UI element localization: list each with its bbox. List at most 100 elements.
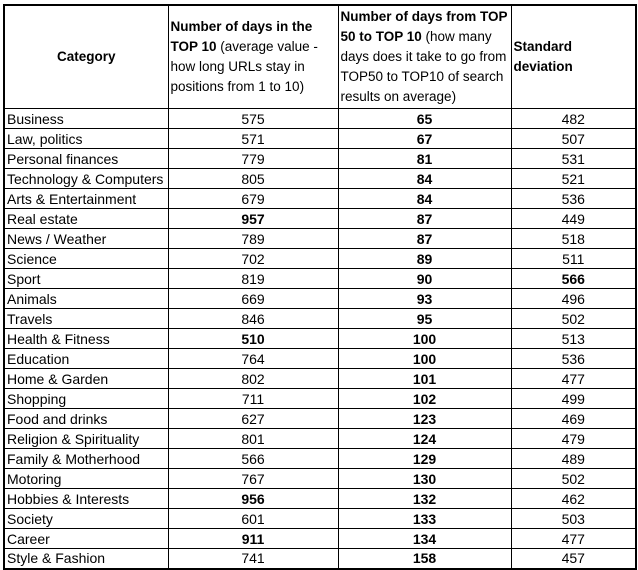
- col-header-std-dev-title: Standard deviation: [513, 39, 573, 74]
- table-row: Hobbies & Interests 956 132 462: [3, 488, 637, 509]
- std-dev-cell: 502: [510, 308, 637, 329]
- category-cell: Career: [3, 528, 169, 549]
- table-row: Animals 669 93 496: [3, 288, 637, 309]
- col-header-category-title: Category: [56, 49, 116, 64]
- std-dev-cell: 482: [510, 108, 637, 129]
- category-cell: Hobbies & Interests: [3, 488, 169, 509]
- std-dev-cell: 479: [510, 428, 637, 449]
- category-cell: Arts & Entertainment: [3, 188, 169, 209]
- category-cell: Real estate: [3, 208, 169, 229]
- table-row: Career 911 134 477: [3, 528, 637, 549]
- table-row: News / Weather 789 87 518: [3, 228, 637, 249]
- transition-days-cell: 95: [337, 308, 512, 329]
- category-cell: News / Weather: [3, 228, 169, 249]
- std-dev-cell: 521: [510, 168, 637, 189]
- transition-days-cell: 129: [337, 448, 512, 469]
- std-dev-cell: 477: [510, 368, 637, 389]
- transition-days-cell: 123: [337, 408, 512, 429]
- std-dev-cell: 566: [510, 268, 637, 289]
- transition-days-cell: 102: [337, 388, 512, 409]
- transition-days-cell: 101: [337, 368, 512, 389]
- category-cell: Food and drinks: [3, 408, 169, 429]
- transition-days-cell: 100: [337, 328, 512, 349]
- category-cell: Shopping: [3, 388, 169, 409]
- transition-days-cell: 84: [337, 168, 512, 189]
- std-dev-cell: 518: [510, 228, 637, 249]
- top10-days-cell: 805: [167, 168, 339, 189]
- top10-days-cell: 911: [167, 528, 339, 549]
- top10-days-cell: 846: [167, 308, 339, 329]
- transition-days-cell: 130: [337, 468, 512, 489]
- table-row: Home & Garden 802 101 477: [3, 368, 637, 389]
- category-cell: Family & Motherhood: [3, 448, 169, 469]
- top10-days-cell: 957: [167, 208, 339, 229]
- category-cell: Personal finances: [3, 148, 169, 169]
- top10-days-cell: 702: [167, 248, 339, 269]
- table-row: Shopping 711 102 499: [3, 388, 637, 409]
- std-dev-cell: 531: [510, 148, 637, 169]
- top10-days-cell: 669: [167, 288, 339, 309]
- col-header-transition-days: Number of days from TOP 50 to TOP 10 (ho…: [337, 4, 512, 109]
- category-cell: Law, politics: [3, 128, 169, 149]
- std-dev-cell: 507: [510, 128, 637, 149]
- std-dev-cell: 496: [510, 288, 637, 309]
- transition-days-cell: 67: [337, 128, 512, 149]
- table-row: Motoring 767 130 502: [3, 468, 637, 489]
- category-cell: Society: [3, 508, 169, 529]
- std-dev-cell: 457: [510, 548, 637, 569]
- top10-days-cell: 819: [167, 268, 339, 289]
- category-cell: Religion & Spirituality: [3, 428, 169, 449]
- top10-days-cell: 679: [167, 188, 339, 209]
- top10-days-cell: 510: [167, 328, 339, 349]
- category-cell: Business: [3, 108, 169, 129]
- category-ranking-table: Category Number of days in the TOP 10 (a…: [3, 4, 637, 570]
- table-row: Arts & Entertainment 679 84 536: [3, 188, 637, 209]
- top10-days-cell: 575: [167, 108, 339, 129]
- transition-days-cell: 89: [337, 248, 512, 269]
- transition-days-cell: 158: [337, 548, 512, 569]
- std-dev-cell: 503: [510, 508, 637, 529]
- header-row: Category Number of days in the TOP 10 (a…: [3, 4, 637, 109]
- top10-days-cell: 566: [167, 448, 339, 469]
- top10-days-cell: 741: [167, 548, 339, 569]
- table-row: Health & Fitness 510 100 513: [3, 328, 637, 349]
- transition-days-cell: 132: [337, 488, 512, 509]
- col-header-transition-days-title: Number of days from TOP 50 to TOP 10: [340, 9, 508, 44]
- table-row: Society 601 133 503: [3, 508, 637, 529]
- table-row: Law, politics 571 67 507: [3, 128, 637, 149]
- transition-days-cell: 87: [337, 208, 512, 229]
- top10-days-cell: 764: [167, 348, 339, 369]
- std-dev-cell: 511: [510, 248, 637, 269]
- top10-days-cell: 711: [167, 388, 339, 409]
- top10-days-cell: 627: [167, 408, 339, 429]
- std-dev-cell: 477: [510, 528, 637, 549]
- col-header-top10-days-title: Number of days in the TOP 10: [170, 19, 313, 54]
- table-row: Travels 846 95 502: [3, 308, 637, 329]
- std-dev-cell: 513: [510, 328, 637, 349]
- transition-days-cell: 100: [337, 348, 512, 369]
- table-row: Personal finances 779 81 531: [3, 148, 637, 169]
- category-cell: Science: [3, 248, 169, 269]
- top10-days-cell: 802: [167, 368, 339, 389]
- table-row: Style & Fashion 741 158 457: [3, 548, 637, 569]
- transition-days-cell: 90: [337, 268, 512, 289]
- table-row: Technology & Computers 805 84 521: [3, 168, 637, 189]
- transition-days-cell: 81: [337, 148, 512, 169]
- category-cell: Style & Fashion: [3, 548, 169, 569]
- std-dev-cell: 462: [510, 488, 637, 509]
- top10-days-cell: 801: [167, 428, 339, 449]
- transition-days-cell: 87: [337, 228, 512, 249]
- top10-days-cell: 767: [167, 468, 339, 489]
- transition-days-cell: 65: [337, 108, 512, 129]
- std-dev-cell: 502: [510, 468, 637, 489]
- std-dev-cell: 536: [510, 348, 637, 369]
- category-cell: Sport: [3, 268, 169, 289]
- category-cell: Travels: [3, 308, 169, 329]
- transition-days-cell: 124: [337, 428, 512, 449]
- category-cell: Home & Garden: [3, 368, 169, 389]
- table-row: Sport 819 90 566: [3, 268, 637, 289]
- transition-days-cell: 93: [337, 288, 512, 309]
- category-cell: Technology & Computers: [3, 168, 169, 189]
- std-dev-cell: 536: [510, 188, 637, 209]
- col-header-transition-days-subtitle: (how many days does it take to go from T…: [340, 29, 507, 104]
